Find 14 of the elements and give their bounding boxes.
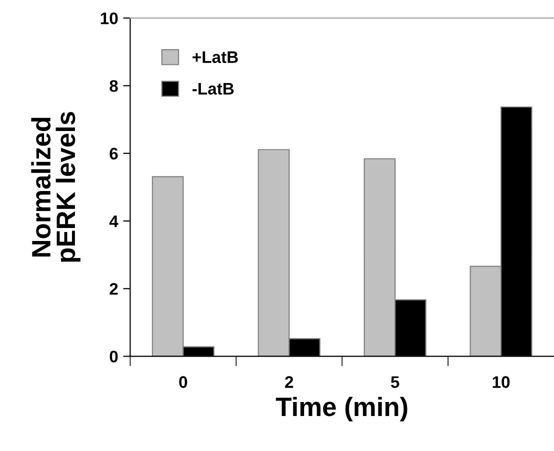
y-axis-title: Normalized pERK levels [31,112,80,262]
y-tick-label: 6 [110,148,118,160]
legend-label: +LatB [192,51,238,64]
legend-label: -LatB [192,83,234,95]
x-tick-label: 5 [390,376,400,388]
x-tick-label: 10 [492,376,510,388]
x-axis-title: Time (min) [276,396,408,422]
y-tick-label: 2 [110,283,118,295]
y-tick-label: 10 [100,12,118,24]
y-tick-label: 4 [109,216,118,228]
y-tick-label: 0 [110,350,118,362]
x-tick-label: 2 [285,376,294,388]
x-tick-label: 0 [179,376,188,388]
y-tick-label: 8 [110,80,118,92]
